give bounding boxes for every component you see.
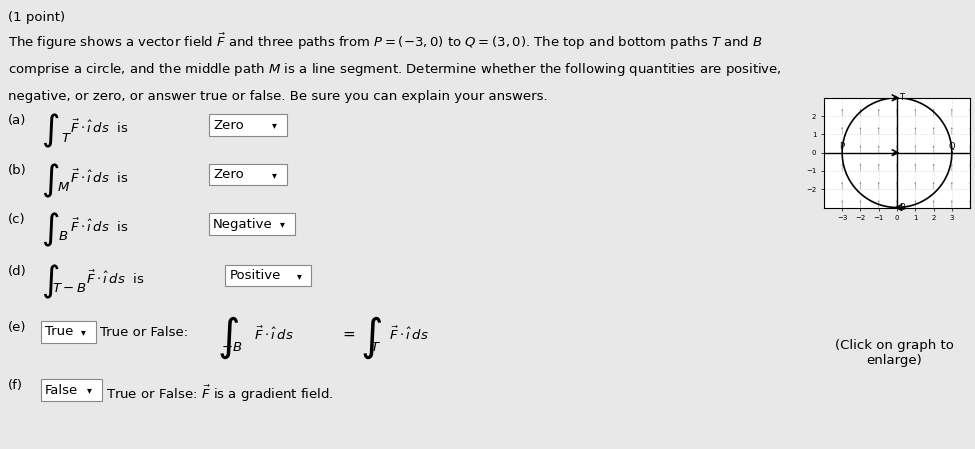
Text: (Click on graph to
enlarge): (Click on graph to enlarge) (836, 339, 954, 366)
Text: $\int$: $\int$ (41, 211, 59, 249)
FancyBboxPatch shape (209, 164, 287, 185)
Text: T: T (899, 93, 904, 102)
Text: Zero: Zero (213, 119, 244, 132)
Text: $\vec{F} \cdot \hat{\imath}\, ds$  is: $\vec{F} \cdot \hat{\imath}\, ds$ is (69, 168, 128, 186)
Text: $\int$: $\int$ (41, 162, 59, 200)
Text: $\vec{F} \cdot \hat{\imath}\, ds$  is: $\vec{F} \cdot \hat{\imath}\, ds$ is (69, 218, 128, 235)
FancyBboxPatch shape (209, 114, 287, 136)
Text: ▾: ▾ (272, 170, 277, 180)
FancyBboxPatch shape (209, 213, 294, 235)
Text: $\vec{F} \cdot \hat{\imath}\, ds$  is: $\vec{F} \cdot \hat{\imath}\, ds$ is (69, 119, 128, 136)
Text: ▾: ▾ (280, 219, 285, 229)
Text: (b): (b) (8, 164, 27, 177)
Text: P: P (839, 142, 844, 151)
Text: True: True (45, 326, 73, 338)
Text: $\int$: $\int$ (41, 112, 59, 150)
Text: $B$: $B$ (58, 230, 68, 243)
Text: The figure shows a vector field $\vec{F}$ and three paths from $P = (-3, 0)$ to : The figure shows a vector field $\vec{F}… (8, 31, 763, 52)
FancyBboxPatch shape (41, 379, 101, 401)
Text: Positive: Positive (229, 269, 281, 282)
Text: $T-B$: $T-B$ (52, 282, 86, 295)
Text: ▾: ▾ (81, 327, 86, 337)
Text: $\vec{F} \cdot \hat{\imath}\, ds$  is: $\vec{F} \cdot \hat{\imath}\, ds$ is (86, 269, 144, 287)
Text: True or False:: True or False: (99, 326, 188, 339)
Text: Zero: Zero (213, 168, 244, 181)
Text: ▾: ▾ (87, 385, 92, 395)
Text: $\vec{F} \cdot \hat{\imath}\, ds$: $\vec{F} \cdot \hat{\imath}\, ds$ (389, 326, 429, 343)
Text: (a): (a) (8, 114, 26, 128)
Text: (e): (e) (8, 321, 26, 334)
Text: Q: Q (949, 142, 956, 151)
Text: (c): (c) (8, 213, 25, 226)
Text: $\int$: $\int$ (217, 314, 239, 361)
Text: $T$: $T$ (370, 341, 381, 354)
Text: B: B (899, 203, 905, 212)
Text: $\int$: $\int$ (41, 263, 59, 301)
Text: False: False (45, 384, 78, 396)
Text: (d): (d) (8, 265, 27, 278)
Text: negative, or zero, or answer true or false. Be sure you can explain your answers: negative, or zero, or answer true or fal… (8, 90, 548, 103)
Text: $=$: $=$ (340, 326, 356, 340)
Text: $\vec{F} \cdot \hat{\imath}\, ds$: $\vec{F} \cdot \hat{\imath}\, ds$ (254, 326, 293, 343)
Text: $M$: $M$ (57, 181, 69, 194)
Text: $-B$: $-B$ (221, 341, 243, 354)
Text: comprise a circle, and the middle path $M$ is a line segment. Determine whether : comprise a circle, and the middle path $… (8, 61, 782, 78)
FancyBboxPatch shape (41, 321, 96, 343)
Text: ▾: ▾ (272, 120, 277, 130)
Text: ▾: ▾ (296, 271, 301, 281)
Text: $\int$: $\int$ (361, 314, 382, 361)
Text: (1 point): (1 point) (8, 11, 65, 24)
Text: (f): (f) (8, 379, 23, 392)
Text: Negative: Negative (213, 218, 273, 230)
FancyBboxPatch shape (225, 265, 311, 286)
Text: $T$: $T$ (60, 132, 71, 145)
Text: True or False: $\vec{F}$ is a gradient field.: True or False: $\vec{F}$ is a gradient f… (106, 384, 334, 404)
